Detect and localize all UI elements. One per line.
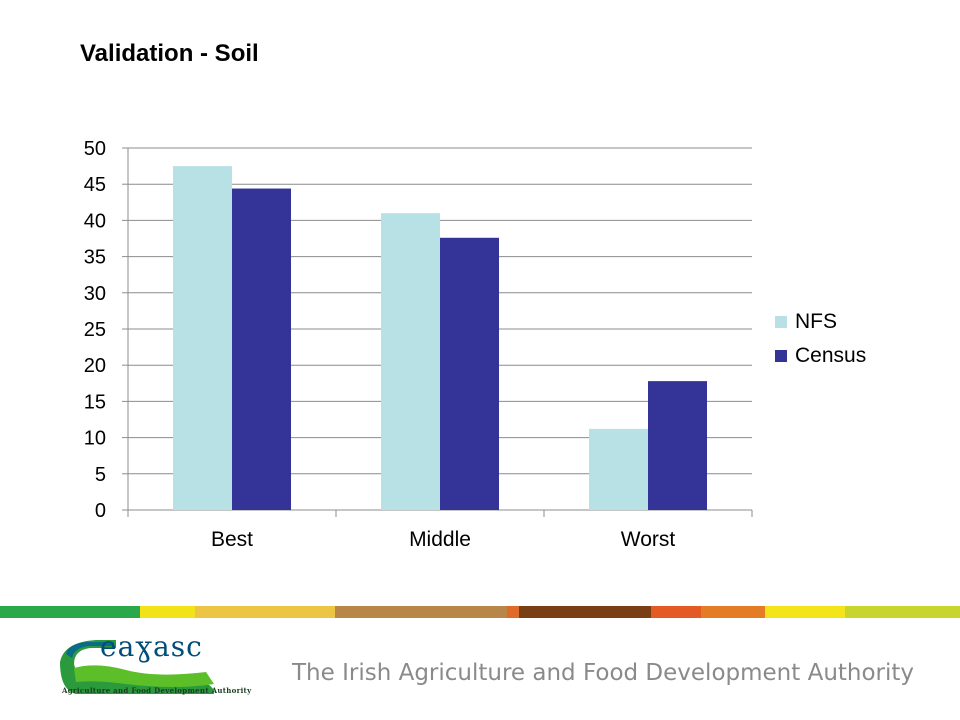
footer-color-stripe bbox=[0, 606, 960, 618]
teagasc-logo-icon bbox=[60, 640, 214, 694]
stripe-segment bbox=[845, 606, 960, 618]
bar-nfs-worst bbox=[589, 428, 648, 510]
stripe-segment bbox=[701, 606, 765, 618]
x-tick-label: Middle bbox=[409, 528, 471, 551]
y-tick-label: 10 bbox=[84, 428, 106, 450]
legend-label-census: Census bbox=[795, 344, 866, 367]
y-tick-label: 0 bbox=[95, 500, 106, 522]
y-tick-label: 35 bbox=[84, 247, 106, 269]
bar-nfs-best bbox=[173, 166, 232, 510]
stripe-segment bbox=[651, 606, 701, 618]
y-tick-label: 40 bbox=[84, 210, 106, 232]
bar-census-worst bbox=[648, 381, 707, 510]
bar-census-best bbox=[232, 188, 291, 510]
legend-label-nfs: NFS bbox=[795, 310, 837, 333]
stripe-segment bbox=[0, 606, 140, 618]
legend-swatch-census bbox=[775, 350, 787, 362]
logo-wordmark: eaɣasc bbox=[100, 630, 203, 663]
y-tick-label: 20 bbox=[84, 355, 106, 377]
y-tick-label: 15 bbox=[84, 391, 106, 413]
y-tick-label: 25 bbox=[84, 319, 106, 341]
stripe-segment bbox=[140, 606, 195, 618]
stripe-segment bbox=[335, 606, 507, 618]
stripe-segment bbox=[519, 606, 651, 618]
y-tick-label: 5 bbox=[95, 464, 106, 486]
stripe-segment bbox=[507, 606, 519, 618]
chart-labels: 0 5 10 15 20 25 30 35 40 45 50 Best Middle Worst bbox=[84, 138, 676, 551]
legend-swatch-nfs bbox=[775, 316, 787, 328]
y-tick-label: 50 bbox=[84, 138, 106, 160]
stripe-segment bbox=[195, 606, 335, 618]
y-tick-label: 30 bbox=[84, 283, 106, 305]
footer-tagline: The Irish Agriculture and Food Developme… bbox=[292, 660, 915, 686]
x-tick-label: Worst bbox=[621, 528, 676, 551]
stripe-segment bbox=[765, 606, 845, 618]
bar-chart: 0 5 10 15 20 25 30 35 40 45 50 Best Middle Worst NFS C… bbox=[84, 138, 866, 551]
chart-legend: NFS Census bbox=[775, 310, 866, 367]
bar-census-middle bbox=[440, 237, 499, 510]
logo-subtitle: Agriculture and Food Development Authori… bbox=[62, 686, 252, 695]
chart-bars bbox=[173, 166, 707, 510]
x-tick-label: Best bbox=[211, 528, 253, 551]
y-tick-label: 45 bbox=[84, 174, 106, 196]
bar-nfs-middle bbox=[381, 213, 440, 510]
slide-title: Validation - Soil bbox=[80, 40, 259, 67]
